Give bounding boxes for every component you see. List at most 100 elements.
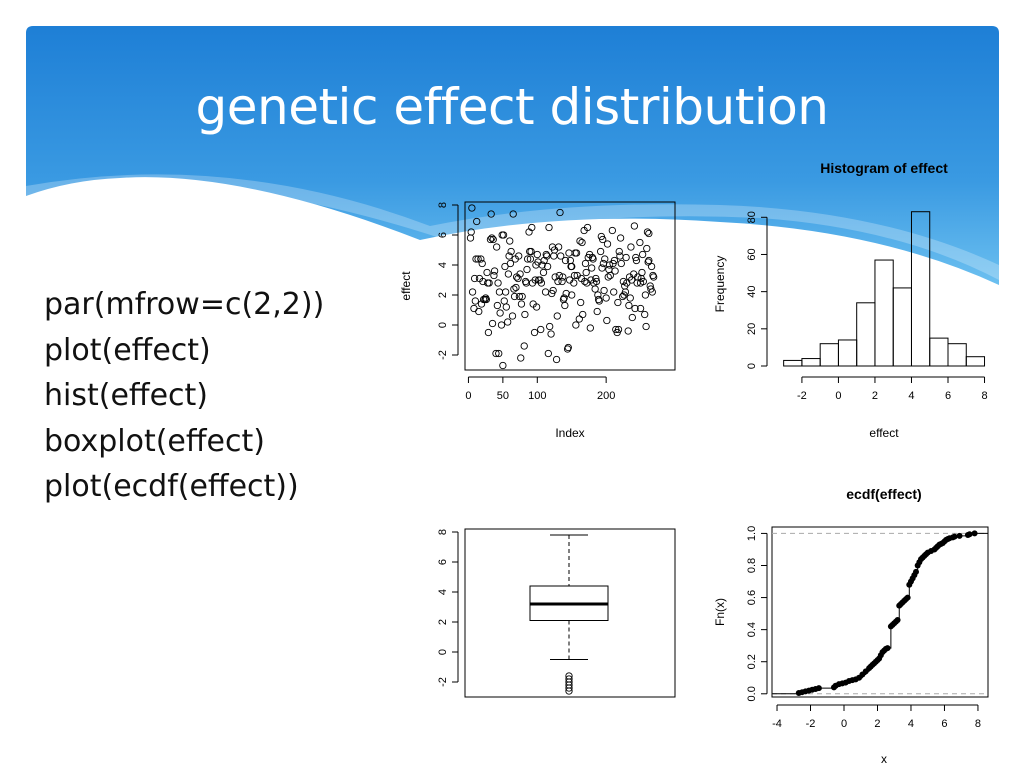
plot-frame [464, 528, 676, 698]
y-axis-label: Fn(x) [713, 598, 727, 626]
code-line: par(mfrow=c(2,2)) [44, 287, 325, 322]
data-point [566, 276, 574, 284]
data-point [473, 217, 481, 226]
data-point [641, 310, 649, 319]
data-point [636, 279, 645, 287]
data-point [593, 307, 601, 316]
data-point [467, 228, 475, 236]
data-point [568, 291, 576, 299]
data-point [468, 204, 476, 212]
data-point [602, 294, 610, 302]
data-point [506, 259, 515, 268]
data-point [559, 295, 568, 304]
y-tick-label: 0.4 [746, 622, 758, 637]
data-point [488, 319, 497, 328]
y-tick-label: 8 [437, 529, 449, 535]
y-axis-label: effect [399, 271, 413, 301]
code-line: plot(effect) [44, 332, 211, 368]
data-point [643, 228, 652, 236]
ecdf-point [894, 617, 901, 624]
data-point [507, 247, 515, 256]
data-point [559, 273, 567, 281]
y-tick-label: 4 [437, 262, 449, 268]
data-point [543, 252, 551, 260]
y-tick-label: 40 [746, 286, 758, 298]
x-tick-label: -2 [797, 390, 807, 402]
histogram-chart: Histogram of effect-2 0 2 4 6 8020406080effec… [713, 160, 988, 440]
data-point [636, 304, 645, 313]
data-point [563, 345, 572, 353]
plot-frame [464, 201, 676, 371]
data-point [620, 291, 628, 299]
histogram-bar [929, 337, 949, 367]
y-tick-label: 6 [437, 559, 449, 565]
data-point [514, 274, 522, 283]
data-point [497, 321, 506, 329]
data-point [624, 327, 632, 335]
data-point [596, 247, 605, 256]
histogram-bar [783, 359, 803, 367]
y-tick-label: 0.2 [746, 654, 758, 669]
data-point [632, 256, 641, 265]
slide-title: genetic effect distribution [195, 78, 829, 136]
data-point [522, 279, 530, 287]
data-point [509, 210, 517, 218]
x-tick-label: 2 [874, 718, 880, 730]
x-tick-label: 8 [975, 718, 981, 730]
data-point [526, 255, 535, 263]
histogram-bar [819, 343, 839, 367]
data-point [486, 235, 495, 244]
data-point [544, 349, 552, 358]
data-point [533, 250, 541, 259]
data-point [478, 259, 486, 268]
data-point [500, 297, 508, 305]
data-point [475, 274, 484, 283]
data-point [493, 243, 501, 251]
data-point [556, 208, 564, 217]
data-point [494, 279, 502, 287]
data-point [548, 243, 557, 251]
data-point [603, 316, 611, 325]
data-point [501, 288, 510, 296]
histogram-bar [965, 356, 986, 367]
data-point [493, 301, 502, 310]
data-point [553, 312, 561, 320]
data-point [565, 249, 573, 257]
data-point [578, 238, 586, 247]
data-point [625, 273, 634, 281]
y-tick-label: 60 [746, 248, 758, 260]
ecdf-point [815, 685, 822, 692]
data-point [512, 283, 520, 292]
data-point [468, 288, 477, 296]
data-point [638, 250, 647, 259]
data-point [483, 268, 491, 277]
data-point [539, 268, 548, 277]
data-point [649, 271, 657, 280]
data-point [515, 292, 524, 301]
data-point [577, 298, 585, 307]
y-tick-label: 6 [437, 232, 449, 238]
data-point [632, 253, 640, 262]
data-point [510, 292, 519, 301]
data-point [484, 328, 493, 337]
data-point [615, 247, 623, 256]
data-point [614, 325, 623, 334]
data-point [604, 273, 612, 281]
data-point [570, 271, 579, 280]
scatter-chart: 0 50 100 200 -2 0 2 4 6 8 Index effect [399, 201, 676, 440]
data-point [645, 256, 653, 265]
data-point [521, 310, 529, 319]
data-point [523, 265, 531, 274]
y-tick-label: 0.8 [746, 558, 758, 573]
ecdf-point [884, 645, 891, 652]
data-point [616, 234, 625, 242]
data-point [630, 222, 639, 230]
data-point [646, 282, 654, 290]
x-tick-label: -4 [772, 718, 782, 730]
data-point [614, 298, 622, 307]
x-tick-label: 8 [981, 390, 987, 402]
data-point [510, 285, 518, 293]
data-point [471, 297, 479, 305]
y-tick-label: 80 [746, 211, 758, 223]
